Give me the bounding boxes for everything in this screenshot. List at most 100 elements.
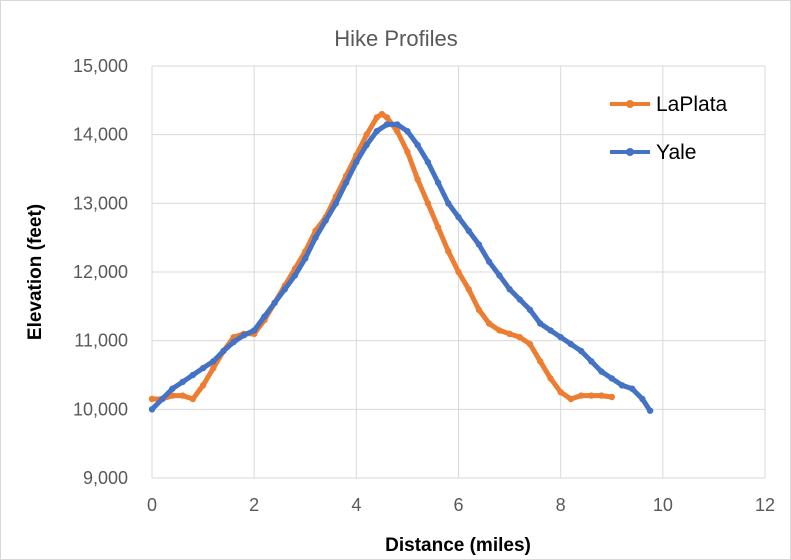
data-point-yale	[240, 332, 248, 339]
data-point-yale	[639, 395, 646, 403]
data-point-yale	[332, 200, 340, 207]
data-point-laplata	[414, 176, 421, 183]
data-point-laplata	[475, 306, 483, 313]
data-point-laplata	[557, 389, 564, 396]
legend-yale-marker	[626, 148, 634, 156]
data-point-laplata	[445, 248, 452, 255]
data-point-yale	[199, 364, 207, 372]
series-layer	[148, 110, 654, 414]
data-point-yale	[424, 158, 432, 166]
x-tick-label: 4	[351, 495, 361, 515]
x-tick-label: 0	[147, 495, 157, 515]
x-axis-label: Distance (miles)	[385, 535, 531, 556]
data-point-yale	[475, 241, 483, 248]
legend-yale-label: Yale	[656, 141, 696, 164]
data-point-laplata	[383, 114, 391, 121]
data-point-laplata	[598, 392, 605, 399]
data-point-yale	[312, 234, 319, 241]
x-tick-label: 6	[453, 495, 463, 515]
data-point-yale	[271, 299, 278, 307]
data-point-laplata	[537, 358, 544, 365]
data-point-laplata	[434, 224, 442, 231]
data-point-yale	[373, 128, 380, 135]
data-point-laplata	[496, 327, 503, 334]
data-point-yale	[210, 358, 217, 365]
data-point-yale	[506, 286, 513, 293]
data-point-yale	[526, 306, 534, 313]
x-tick-label: 8	[556, 495, 566, 515]
data-point-yale	[646, 407, 654, 414]
data-point-yale	[465, 227, 472, 234]
data-point-laplata	[404, 148, 411, 155]
data-point-yale	[281, 286, 288, 293]
data-point-yale	[220, 347, 227, 355]
data-point-laplata	[189, 395, 197, 403]
data-point-yale	[455, 213, 462, 221]
data-point-laplata	[210, 364, 217, 372]
data-point-yale	[557, 334, 564, 341]
y-axis-label: Elevation (feet)	[25, 204, 46, 340]
data-point-yale	[251, 327, 258, 334]
data-point-laplata	[526, 340, 534, 348]
y-tick-label: 13,000	[73, 193, 128, 213]
x-tick-label: 12	[755, 495, 775, 515]
data-point-laplata	[148, 395, 156, 403]
data-point-yale	[159, 395, 166, 403]
legend-laplata-marker	[626, 100, 634, 108]
data-point-yale	[179, 378, 186, 386]
y-tick-label: 9,000	[83, 468, 128, 488]
data-point-yale	[598, 368, 605, 375]
data-point-laplata	[506, 330, 513, 337]
data-point-yale	[189, 371, 197, 379]
gridlines	[151, 65, 766, 479]
data-point-yale	[516, 296, 523, 303]
data-point-yale	[567, 340, 575, 348]
y-axis-ticks: 9,000 10,000 11,000 12,000 13,000 14,000 15,00…	[73, 56, 128, 488]
data-point-yale	[588, 358, 595, 365]
data-point-yale	[414, 141, 421, 149]
data-point-yale	[485, 258, 493, 265]
data-point-laplata	[516, 334, 523, 341]
data-point-laplata	[455, 268, 462, 276]
data-point-yale	[496, 272, 503, 279]
y-tick-label: 12,000	[73, 262, 128, 282]
data-point-yale	[577, 347, 585, 355]
data-point-laplata	[567, 395, 575, 403]
data-point-laplata	[378, 110, 386, 118]
data-point-yale	[547, 327, 554, 334]
data-point-yale	[537, 320, 544, 327]
data-point-yale	[230, 338, 237, 346]
data-point-laplata	[485, 320, 493, 327]
data-point-yale	[322, 217, 329, 224]
data-point-laplata	[465, 286, 472, 293]
series-yale	[148, 121, 654, 414]
data-point-laplata	[577, 392, 585, 399]
data-point-laplata	[608, 393, 615, 401]
x-tick-label: 10	[653, 495, 673, 515]
data-point-laplata	[424, 200, 432, 207]
y-tick-label: 14,000	[73, 125, 128, 145]
data-point-yale	[608, 375, 615, 382]
data-point-laplata	[363, 131, 370, 138]
chart-title: Hike Profiles	[334, 26, 457, 51]
legend: LaPlata Yale	[610, 93, 728, 164]
data-point-yale	[291, 272, 299, 279]
data-point-yale	[302, 255, 309, 262]
data-point-yale	[148, 406, 156, 413]
data-point-yale	[618, 382, 626, 389]
data-point-laplata	[547, 375, 554, 382]
data-point-yale	[445, 200, 452, 207]
data-point-laplata	[373, 114, 380, 121]
data-point-yale	[169, 385, 176, 392]
data-point-laplata	[588, 392, 595, 399]
y-tick-label: 15,000	[73, 56, 128, 76]
data-point-yale	[383, 121, 391, 128]
data-point-yale	[353, 158, 360, 166]
y-tick-label: 10,000	[73, 399, 128, 419]
x-tick-label: 2	[249, 495, 259, 515]
data-point-yale	[342, 179, 350, 186]
data-point-yale	[434, 179, 442, 186]
y-tick-label: 11,000	[74, 331, 128, 351]
